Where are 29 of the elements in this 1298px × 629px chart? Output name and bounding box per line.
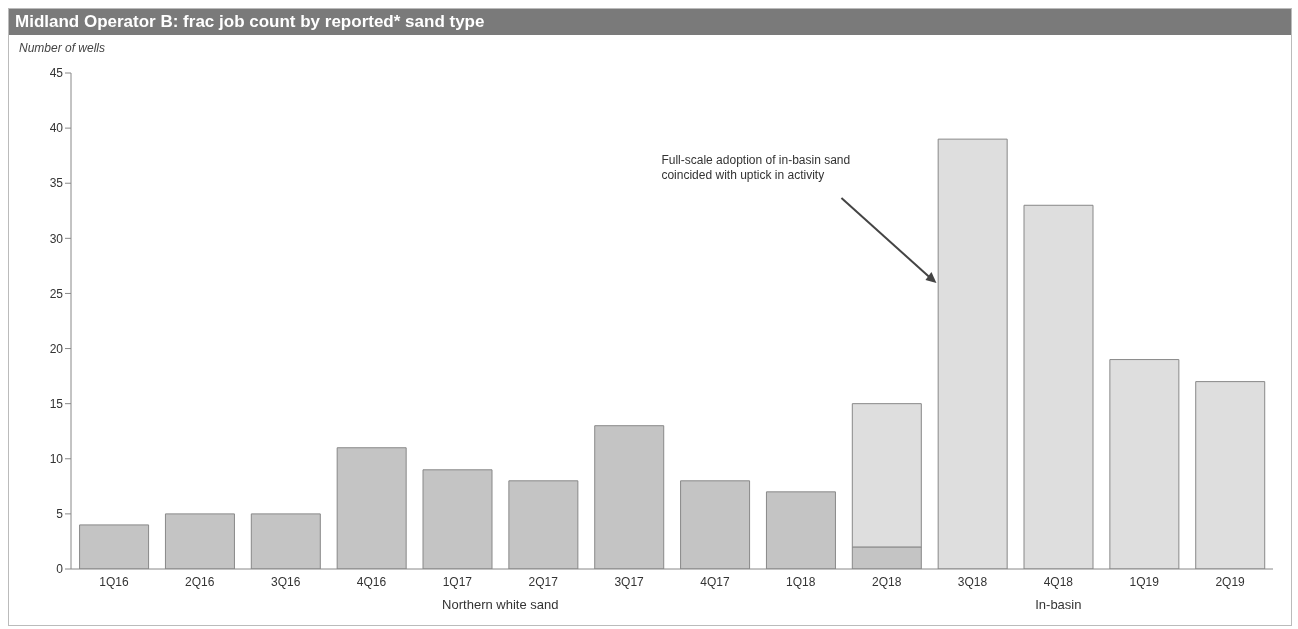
annotation: Full-scale adoption of in-basin sand coincided with uptick in activity — [661, 153, 851, 182]
text: Northern white sand — [442, 597, 559, 612]
chart-title: Midland Operator B: frac job count by reported* sand type — [9, 9, 1291, 35]
x-tick-label: 2Q16 — [185, 574, 215, 589]
y-tick-label: 20 — [49, 341, 64, 356]
x-tick-label: 1Q18 — [786, 574, 816, 589]
x-tick-label: 1Q19 — [1129, 574, 1160, 589]
x-tick-label: 3Q16 — [270, 574, 301, 589]
x-tick-label: 3Q18 — [957, 574, 988, 589]
x-tick-label: 1Q16 — [99, 574, 129, 589]
y-tick-label: 45 — [49, 66, 64, 81]
x-tick-label: 2Q17 — [528, 574, 559, 589]
y-tick-label: 0 — [56, 562, 64, 577]
x-tick-label: 2Q18 — [871, 574, 902, 589]
y-tick-label: 30 — [49, 231, 64, 246]
x-tick-label: 1Q17 — [442, 574, 473, 589]
y-tick-label: 35 — [49, 176, 64, 191]
x-tick-label: 3Q17 — [614, 574, 645, 589]
text: In-basin — [1035, 597, 1082, 612]
y-tick-label: 5 — [56, 507, 64, 522]
x-tick-label: 2Q19 — [1215, 574, 1246, 589]
y-tick-label: 25 — [49, 286, 64, 301]
y-axis-title: Number of wells — [19, 41, 106, 55]
y-tick-label: 15 — [49, 396, 64, 411]
y-tick-label: 40 — [49, 121, 64, 136]
x-tick-label: 4Q16 — [356, 574, 387, 589]
y-tick-label: 10 — [49, 452, 64, 467]
x-tick-label: 4Q17 — [700, 574, 730, 589]
x-tick-label: 4Q18 — [1043, 574, 1074, 589]
